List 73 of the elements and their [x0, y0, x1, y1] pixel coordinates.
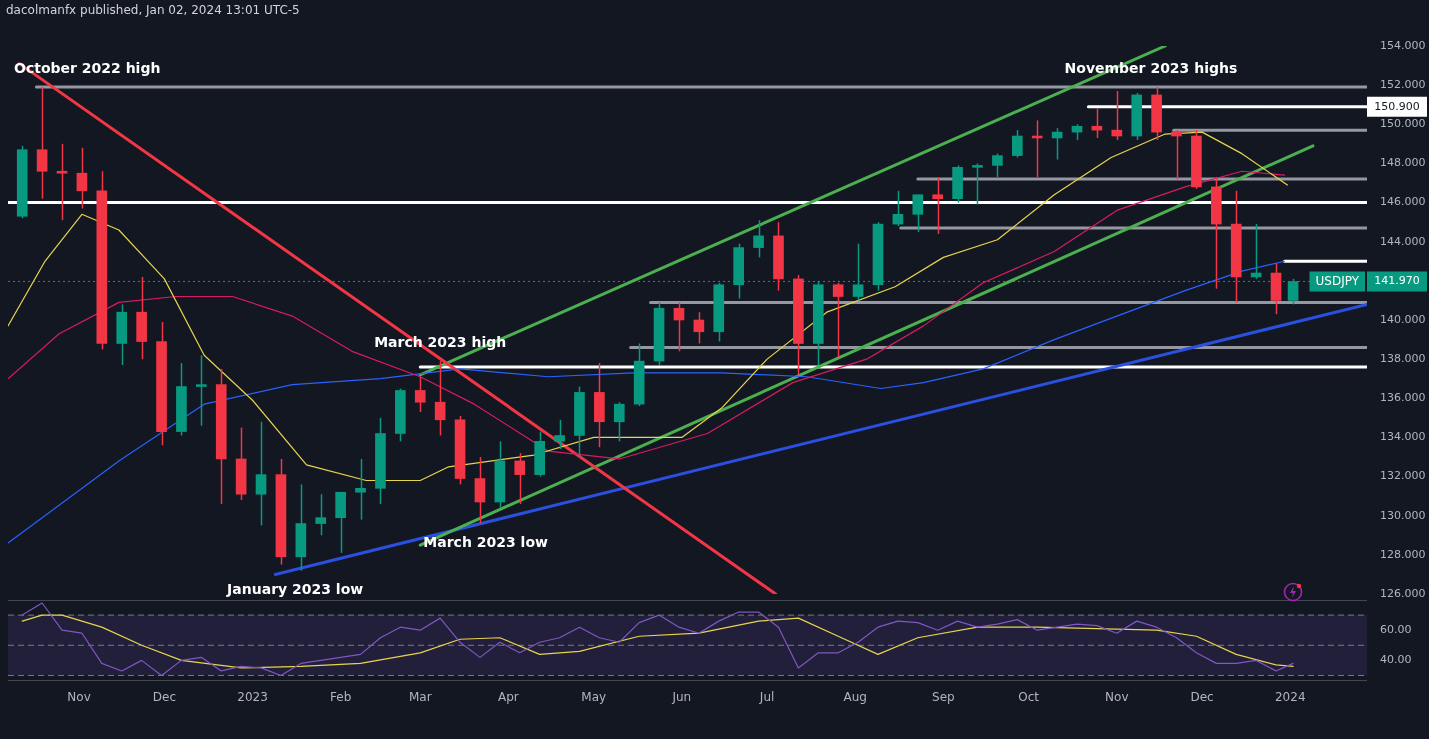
- data-label: 150.900: [1374, 99, 1420, 113]
- candlestick: [1131, 92, 1143, 141]
- x-tick-label: Nov: [1105, 690, 1129, 705]
- y-tick-label: 138.000: [1380, 352, 1426, 365]
- x-tick-label: Dec: [152, 690, 176, 705]
- candlestick: [1210, 176, 1222, 290]
- candlestick: [56, 143, 68, 221]
- candlestick: [1230, 190, 1242, 304]
- x-tick-label: 2024: [1274, 690, 1306, 705]
- candlestick: [972, 162, 983, 206]
- y-tick-label: 126.000: [1380, 586, 1426, 600]
- candlestick: [594, 362, 605, 448]
- candlestick: [952, 164, 963, 204]
- candlestick: [116, 303, 128, 366]
- y-tick-label: 40.00: [1380, 653, 1412, 667]
- x-tick-label: 2023: [237, 690, 268, 705]
- x-tick-label: Nov: [67, 690, 91, 705]
- annotation: March 2023 low: [423, 534, 549, 551]
- candlestick: [1191, 129, 1202, 190]
- y-tick-label: 128.000: [1380, 547, 1426, 561]
- candlestick: [355, 458, 366, 521]
- candlestick: [773, 221, 784, 292]
- candlestick: [16, 145, 28, 219]
- candlestick: [514, 452, 526, 505]
- x-tick-label: Dec: [1190, 690, 1214, 705]
- ref-line-label: USDJPY: [1315, 273, 1360, 288]
- candlestick: [196, 354, 207, 427]
- candlestick: [315, 493, 327, 537]
- y-tick-label: 132.000: [1380, 469, 1426, 483]
- candlestick: [613, 401, 625, 443]
- y-tick-label: 134.000: [1380, 430, 1426, 444]
- x-tick-label: Oct: [1018, 690, 1040, 705]
- candlestick: [753, 219, 764, 259]
- x-tick-label: Aug: [843, 690, 867, 705]
- candlestick: [414, 376, 426, 413]
- x-tick-label: May: [581, 690, 607, 705]
- candlestick: [215, 368, 227, 505]
- y-tick-label: 130.000: [1380, 508, 1426, 522]
- y-tick-label: 150.000: [1380, 117, 1426, 131]
- candlestick: [1011, 129, 1023, 159]
- x-tick-label: Sep: [932, 690, 955, 705]
- candlestick: [96, 170, 108, 351]
- chart-title: dacolmanfx published, Jan 02, 2024 13:01 UTC-5: [6, 3, 300, 17]
- y-tick-label: 148.000: [1380, 156, 1426, 170]
- y-tick-label: 136.000: [1380, 391, 1426, 405]
- x-tick-label: Mar: [408, 690, 432, 705]
- candlestick: [912, 193, 924, 233]
- y-tick-label: 144.000: [1380, 234, 1426, 248]
- candlestick: [554, 419, 565, 450]
- candlestick: [176, 362, 187, 437]
- annotation: January 2023 low: [226, 581, 364, 598]
- candlestick: [1151, 86, 1162, 141]
- candlestick: [395, 387, 406, 443]
- x-tick-label: Jul: [758, 690, 775, 705]
- text: 141.970: [1374, 274, 1420, 288]
- x-tick-label: Apr: [498, 690, 519, 705]
- x-tick-label: Jun: [671, 690, 692, 705]
- y-tick-label: 146.000: [1380, 195, 1426, 209]
- candlestick: [793, 274, 804, 376]
- y-tick-label: 154.000: [1380, 38, 1426, 52]
- candlestick: [136, 276, 147, 360]
- candlestick: [992, 152, 1003, 178]
- candlestick: [574, 385, 585, 458]
- y-tick-label: 152.000: [1380, 78, 1426, 91]
- candlestick: [375, 417, 386, 505]
- candlestick: [534, 430, 545, 478]
- x-tick-label: Feb: [330, 690, 352, 705]
- y-tick-label: 60.00: [1380, 623, 1412, 637]
- y-tick-label: 140.000: [1380, 312, 1426, 326]
- candlestick: [932, 176, 944, 235]
- candlestick: [156, 321, 167, 447]
- candlestick: [832, 282, 844, 358]
- candlestick: [335, 491, 346, 554]
